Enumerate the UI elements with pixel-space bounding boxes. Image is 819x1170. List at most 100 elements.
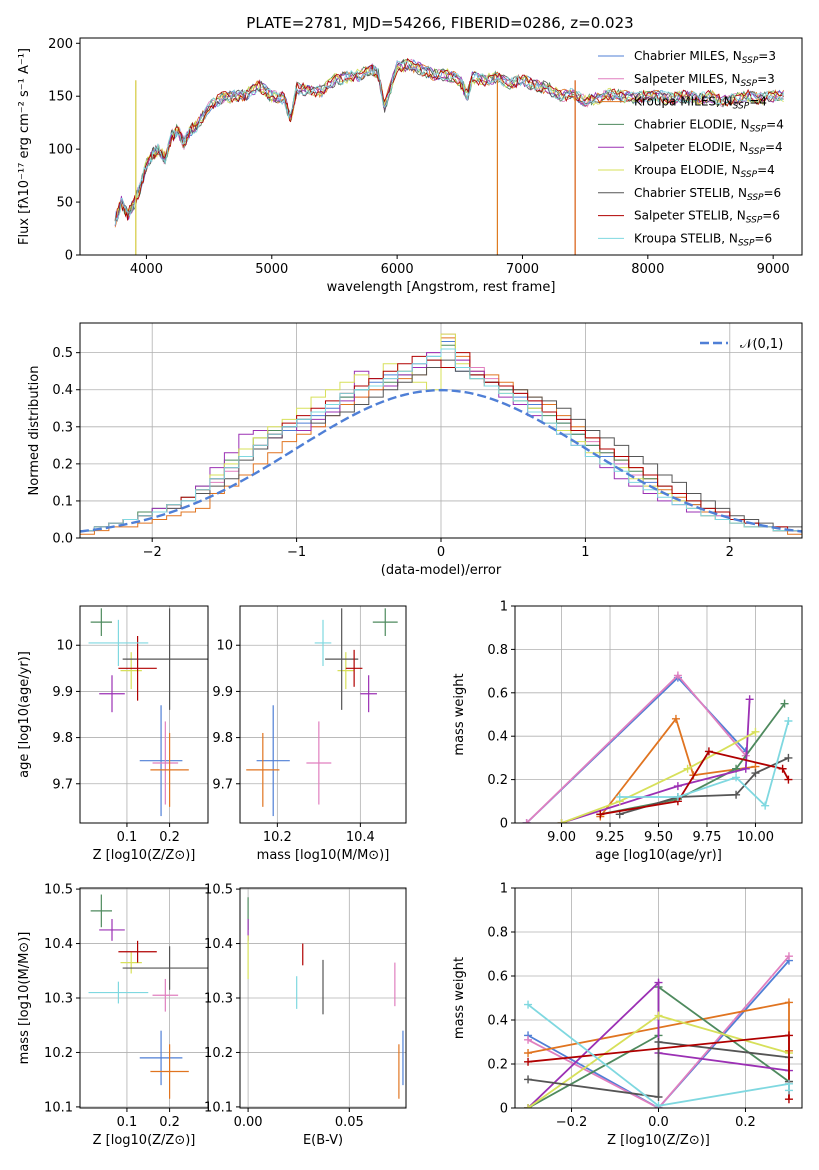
weight-marker <box>784 1095 793 1104</box>
weight-marker <box>673 671 682 680</box>
y-tick-label: 0 <box>500 817 508 832</box>
legend-label: 𝒩(0,1) <box>740 337 783 352</box>
legend-label: Chabrier MILES, NSSP=3 <box>634 49 776 66</box>
weight-marker <box>524 1057 533 1066</box>
x-axis-label: (data-model)/error <box>381 563 502 578</box>
weight-marker <box>751 727 760 736</box>
axes-frame <box>79 37 803 256</box>
figure-title: PLATE=2781, MJD=54266, FIBERID=0286, z=0… <box>246 14 633 32</box>
y-tick-label: 0.4 <box>52 383 73 398</box>
x-tick-label: 0.1 <box>117 830 138 845</box>
legend-label: Salpeter STELIB, NSSP=6 <box>634 209 780 226</box>
axes-weight_vs_Z: −0.2 0.0 0.2 0 0.2 0.4 0.6 0.8 1 Z [log10(Z/Z⊙)] m… <box>452 882 803 1148</box>
axes-frame <box>79 605 209 824</box>
y-tick-label: 9.7 <box>52 777 73 792</box>
histogram-step <box>80 348 802 538</box>
y-tick-label: 10.2 <box>44 1046 73 1061</box>
x-tick-label: 9.50 <box>644 830 673 845</box>
y-tick-label: 10.1 <box>44 1100 73 1115</box>
weight-marker <box>673 792 682 801</box>
weight-marker <box>732 790 741 799</box>
x-tick-label: 10.4 <box>346 830 375 845</box>
legend-label: Kroupa MILES, NSSP=4 <box>634 95 767 112</box>
y-tick-label: 0 <box>500 1102 508 1117</box>
x-tick-label: 8000 <box>631 262 664 277</box>
y-tick-label: 100 <box>48 143 73 158</box>
weight-marker <box>524 1035 533 1044</box>
weight-line <box>527 955 790 1108</box>
x-tick-label: 0.2 <box>159 1115 180 1130</box>
x-tick-label: 7000 <box>506 262 539 277</box>
x-tick-label: 9.25 <box>596 830 625 845</box>
y-tick-label: 10.5 <box>204 883 233 898</box>
y-tick-label: 0.8 <box>487 926 508 941</box>
y-tick-label: 0.0 <box>52 532 73 547</box>
axes-frame <box>514 605 803 824</box>
weight-marker <box>524 1000 533 1009</box>
weight-line <box>600 703 786 816</box>
legend-label: Chabrier STELIB, NSSP=6 <box>634 186 781 203</box>
x-tick-label: 0.1 <box>117 1115 138 1130</box>
y-tick-label: 0.2 <box>487 773 508 788</box>
y-tick-label: 200 <box>48 37 73 52</box>
weight-marker <box>654 978 663 987</box>
x-tick-label: 0.05 <box>335 1115 364 1130</box>
y-tick-label: 0.3 <box>52 420 73 435</box>
weight-marker <box>596 810 605 819</box>
x-tick-label: 1 <box>581 545 589 560</box>
weight-marker <box>683 764 692 773</box>
spectrum-line <box>114 57 784 221</box>
weight-marker <box>732 773 741 782</box>
x-axis-label: E(B-V) <box>303 1133 343 1148</box>
y-tick-label: 50 <box>56 196 73 211</box>
y-tick-label: 0.6 <box>487 970 508 985</box>
plot-area <box>88 894 208 1099</box>
y-axis-label: Normed distribution <box>27 366 42 496</box>
x-tick-label: −0.2 <box>556 1115 588 1130</box>
plot-area <box>88 608 208 817</box>
weight-marker <box>522 819 531 823</box>
y-tick-label: 10.5 <box>44 883 73 898</box>
y-axis-label: mass [log10(M/M⊙)] <box>17 932 32 1065</box>
x-tick-label: 4000 <box>130 262 163 277</box>
x-axis-label: age [log10(age/yr)] <box>595 848 722 863</box>
axes-frame <box>79 887 209 1109</box>
spectrum-legend: Chabrier MILES, NSSP=3 Salpeter MILES, NS… <box>598 49 784 248</box>
weight-marker <box>784 717 793 726</box>
weight-marker <box>761 801 770 810</box>
weight-marker <box>784 1086 793 1095</box>
weight-marker <box>524 1049 533 1057</box>
weight-marker <box>784 1031 793 1040</box>
y-tick-label: 9.9 <box>212 685 233 700</box>
y-tick-label: 10.1 <box>204 1100 233 1115</box>
residual-legend: 𝒩(0,1) <box>700 337 783 352</box>
weight-marker <box>673 782 682 791</box>
y-axis-label: mass weight <box>452 957 467 1039</box>
x-tick-label: −1 <box>287 545 306 560</box>
x-axis-label: Z [log10(Z/Z⊙)] <box>93 1133 196 1148</box>
gaussian-curve <box>80 388 802 533</box>
spectrum-line <box>114 58 784 222</box>
y-axis-label: Flux [fλ10⁻¹⁷ erg cm⁻² s⁻¹ A⁻¹] <box>17 48 32 245</box>
weight-marker <box>654 1101 663 1108</box>
axes-frame <box>239 605 407 824</box>
x-tick-label: 9.00 <box>547 830 576 845</box>
y-tick-label: 1 <box>500 600 508 615</box>
x-tick-label: 9000 <box>757 262 790 277</box>
y-tick-label: 9.8 <box>52 731 73 746</box>
axes-frame <box>79 322 803 539</box>
legend-label: Kroupa STELIB, NSSP=6 <box>634 231 772 248</box>
axes-age_vs_mass: 10.2 10.4 9.7 9.8 9.9 10 mass [log10(M/M⊙)] <box>212 605 407 863</box>
y-tick-label: 10.3 <box>44 992 73 1007</box>
plot-area <box>114 57 784 255</box>
weight-marker <box>780 699 789 708</box>
weight-marker <box>524 1075 533 1084</box>
y-tick-label: 10 <box>56 639 73 654</box>
weight-marker <box>784 952 793 961</box>
weight-marker <box>557 819 566 823</box>
axes-mass_vs_Z: 0.1 0.2 10.1 10.2 10.3 10.4 10.5 Z [log10(Z/Z⊙)… <box>17 883 209 1148</box>
x-tick-label: 0.2 <box>159 830 180 845</box>
weight-marker <box>524 1104 533 1108</box>
weight-line <box>527 960 790 1108</box>
legend-label: Chabrier ELODIE, NSSP=4 <box>634 117 784 134</box>
